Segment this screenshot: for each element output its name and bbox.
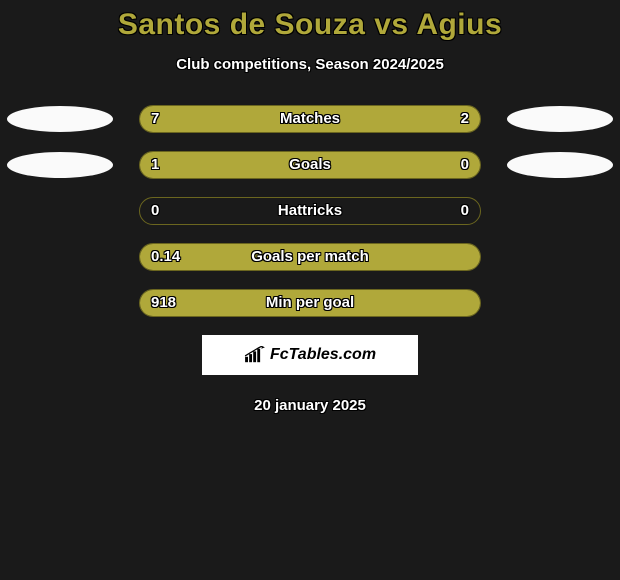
player-avatar-left [7, 152, 113, 178]
stat-bar-track [139, 105, 481, 133]
stat-bar-left [140, 106, 395, 132]
stat-bar-gap [140, 198, 480, 224]
stat-bar-right [395, 152, 480, 178]
stat-row: 7Matches2 [0, 105, 620, 133]
stat-row: 918Min per goal [0, 289, 620, 317]
subtitle: Club competitions, Season 2024/2025 [0, 56, 620, 73]
comparison-infographic: Santos de Souza vs Agius Club competitio… [0, 0, 620, 580]
stat-bar-track [139, 151, 481, 179]
page-title: Santos de Souza vs Agius [0, 8, 620, 42]
stat-bar-track [139, 243, 481, 271]
player-avatar-right [507, 152, 613, 178]
stat-row: 1Goals0 [0, 151, 620, 179]
stat-bar-left [140, 290, 480, 316]
logo-box: FcTables.com [202, 335, 418, 375]
stat-bar-track [139, 197, 481, 225]
stat-row: 0Hattricks0 [0, 197, 620, 225]
stat-bar-left [140, 244, 480, 270]
player-avatar-right [507, 106, 613, 132]
stat-bar-track [139, 289, 481, 317]
date-label: 20 january 2025 [0, 397, 620, 414]
stat-bar-left [140, 152, 395, 178]
stat-row: 0.14Goals per match [0, 243, 620, 271]
player-avatar-left [7, 106, 113, 132]
bar-chart-icon [244, 346, 266, 364]
stat-bar-right [395, 106, 480, 132]
stat-rows: 7Matches2 1Goals0 0Hattricks0 0.14Goals per… [0, 105, 620, 317]
logo-text: FcTables.com [270, 346, 376, 364]
